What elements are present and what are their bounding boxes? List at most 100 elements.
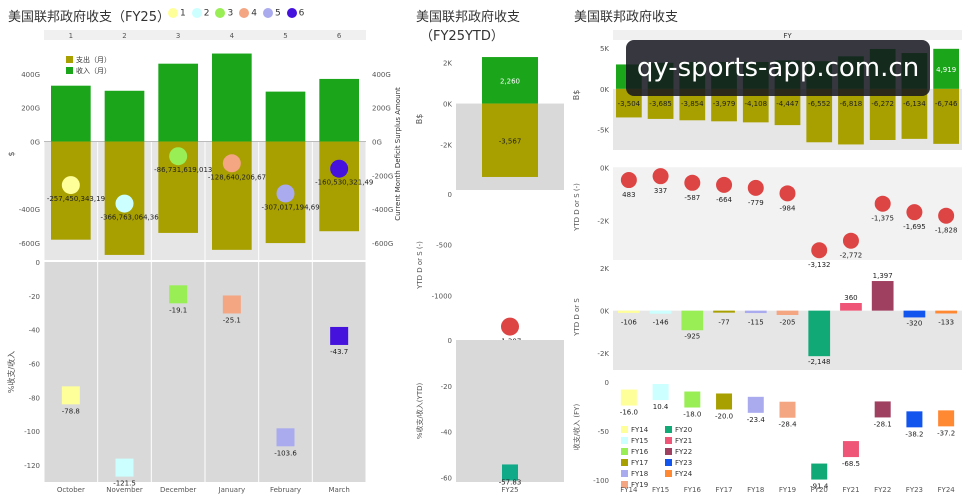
data-label: -16.0 [620,409,638,417]
x-tick: December [160,486,196,494]
y-axis-label: YTD D or S (-) [416,241,424,290]
y-axis-label: 收支/收入 (FY) [572,404,581,451]
bar [158,63,198,142]
data-label: -78.8 [62,407,80,415]
bar [744,310,767,314]
y-axis-label: B$ [572,90,581,101]
x-tick: FY20 [811,486,828,494]
pct-mark [716,393,733,410]
deficit-point [906,204,923,221]
legend-item: 5 [262,8,281,19]
data-label: -6,134 [903,100,926,108]
x-tick: FY16 [684,486,702,494]
panel-bg [613,167,962,260]
x-tick: FY21 [842,486,859,494]
data-label: -91.4 [810,483,829,491]
data-label: -19.1 [169,306,187,314]
data-label: -984 [780,204,796,212]
data-label: 360 [844,294,857,302]
fy-legend-label: FY14 [631,426,649,434]
bar [869,88,896,140]
data-label: -106 [621,319,637,327]
data-label: -779 [748,199,764,207]
legend-item: 1 [168,8,186,19]
data-label: -587 [684,194,700,202]
col-header: FY [783,32,792,40]
deficit-point [61,176,80,195]
data-label: -6,746 [935,100,958,108]
y-axis-label: YTD D or S (-) [573,183,581,232]
y-tick: -120 [24,462,40,470]
y-tick: -80 [29,394,40,402]
y-tick: 0 [605,379,609,387]
y-axis-label-right: Current Month Deficit Surplus Amount [394,87,402,221]
bar [838,88,864,145]
data-label: 483 [622,191,635,199]
x-tick: FY24 [938,486,956,494]
deficit-point [874,195,891,212]
data-label: 1,397 [873,272,893,280]
fy-legend-swatch [665,448,672,455]
legend-item: 3 [215,8,233,19]
x-tick: FY14 [620,486,638,494]
col-header: 6 [337,32,342,40]
middle-title: 美国联邦政府收支 [416,10,521,25]
deficit-point [811,242,828,259]
data-label: -43.7 [330,348,348,356]
fy-legend-swatch [621,437,628,444]
col-header-bg [44,30,366,40]
y-axis-label: $ [7,151,16,156]
fy-chart: FY 5K 0K -5K B$ 4,919 -3,504 -3,685 -3,854 -3,979… [572,30,962,494]
y-tick: -100 [593,477,609,485]
data-label: -28.4 [778,421,797,429]
pct-mark [906,411,923,428]
bar [319,78,359,142]
pct-mark [811,463,828,480]
deficit-point [330,159,349,178]
y-tick: -60 [441,474,452,482]
data-label: -28.1 [874,420,892,428]
fy-legend-label: FY18 [631,470,648,478]
panel-bg [456,194,564,336]
deficit-point [779,185,796,202]
bar [806,88,833,143]
bar [871,281,894,311]
month-legend: 1 2 3 4 5 6 [168,8,304,19]
y-tick: -2K [597,350,609,358]
data-label: -6,272 [871,100,894,108]
y-tick: 0 [448,191,452,199]
deficit-point [747,179,764,196]
col-header: 5 [283,32,287,40]
y-tick: -40 [29,327,40,335]
legend-label: 2 [203,8,210,19]
pct-mark [874,401,891,418]
x-tick: FY18 [747,486,764,494]
legend-swatch [239,8,250,18]
bar [482,103,538,177]
legend-swatch [168,8,178,18]
x-tick: January [218,486,246,494]
y-axis-label: %收支/收入 [6,351,16,393]
deficit-point [716,176,733,193]
fy-legend-swatch [665,470,672,477]
fy-legend-label: FY21 [675,437,692,445]
col-header: 2 [122,32,126,40]
bar [840,303,862,311]
fy-legend-swatch [665,426,672,433]
deficit-point [938,207,955,224]
pct-mark [684,391,701,408]
data-label: -664 [716,196,732,204]
data-label: -4,447 [776,100,799,108]
data-label: -320 [906,319,922,327]
data-label: -68.5 [842,460,860,468]
data-label: -1,828 [935,227,958,235]
bar [808,310,831,357]
y-tick: -2K [597,217,609,225]
bar [903,310,926,318]
fy-legend-swatch [665,437,672,444]
legend-label: 6 [298,8,305,19]
data-label: -103.6 [274,449,297,457]
y-tick: -60 [29,361,40,369]
data-label: -86,731,619,013 [154,166,212,174]
data-label: -146 [653,319,669,327]
